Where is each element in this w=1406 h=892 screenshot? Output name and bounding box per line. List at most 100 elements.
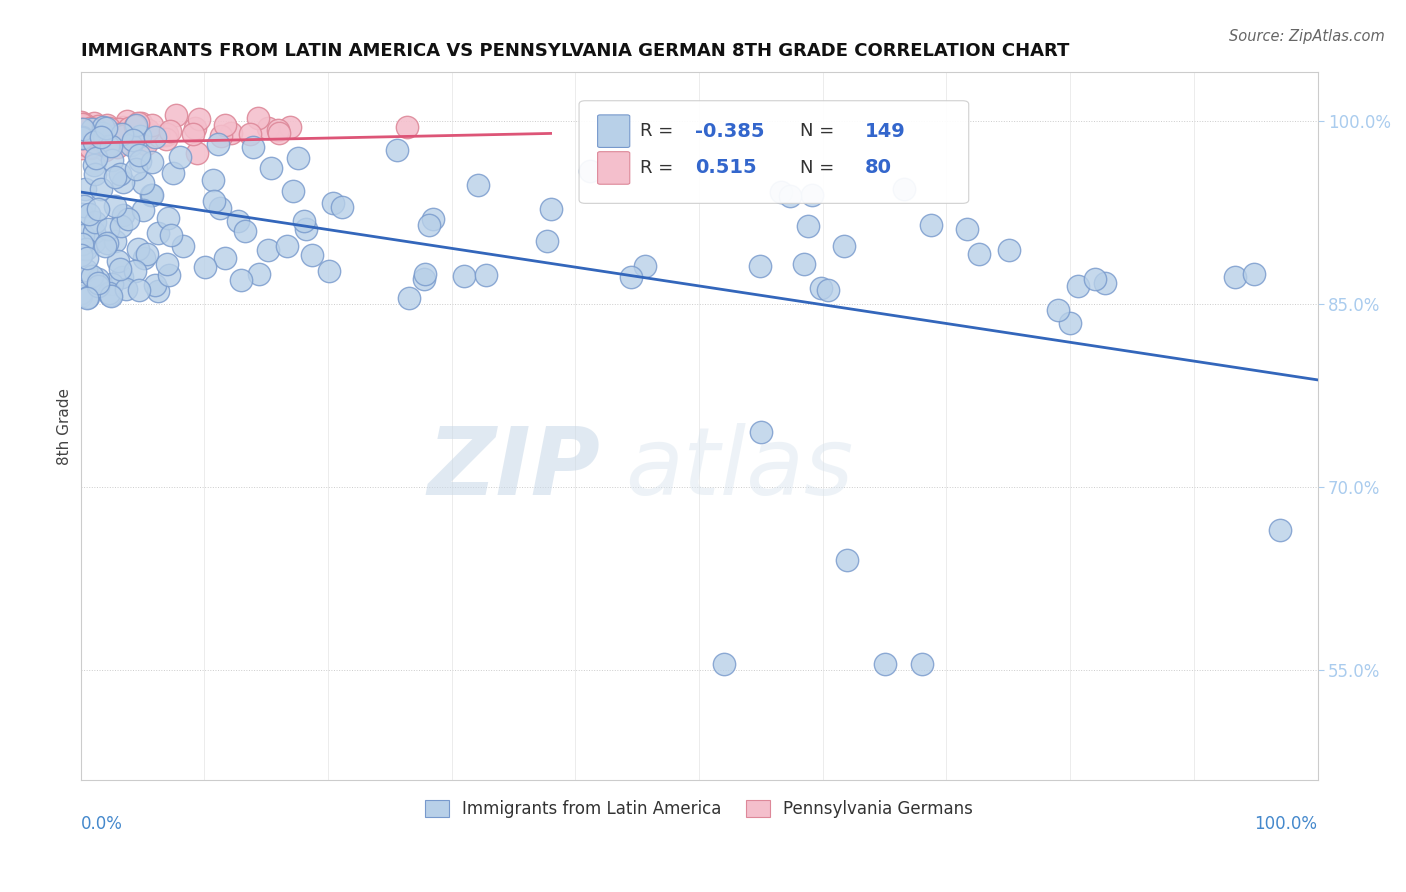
Point: [96, 119, 118, 133]
Point: [920, 218, 942, 232]
Point: [90, 128, 112, 142]
Point: [1083, 272, 1105, 286]
Point: [172, 239, 194, 253]
Point: [129, 116, 152, 130]
Point: [165, 108, 187, 122]
Point: [184, 120, 207, 135]
Point: [713, 657, 735, 672]
Point: [77, 207, 100, 221]
Point: [75, 262, 97, 277]
Point: [111, 120, 134, 135]
Point: [87, 271, 110, 285]
Point: [80, 141, 103, 155]
Point: [77, 129, 100, 144]
Point: [79, 120, 101, 135]
Text: -0.385: -0.385: [696, 121, 765, 141]
Point: [579, 164, 602, 178]
Point: [231, 273, 253, 287]
Point: [75, 132, 97, 146]
Point: [141, 188, 163, 202]
Point: [101, 153, 124, 167]
Point: [112, 209, 135, 223]
Point: [295, 222, 318, 236]
Point: [415, 267, 437, 281]
Point: [82, 269, 104, 284]
Point: [97, 286, 120, 301]
Text: 149: 149: [865, 121, 905, 141]
Point: [96, 126, 118, 140]
Point: [69, 285, 91, 300]
Point: [810, 281, 832, 295]
Point: [181, 128, 204, 142]
Point: [793, 257, 815, 271]
Point: [93, 128, 115, 143]
Point: [146, 284, 169, 298]
Point: [120, 138, 142, 153]
Point: [385, 143, 408, 157]
Point: [69, 289, 91, 303]
FancyBboxPatch shape: [598, 152, 630, 185]
Point: [141, 130, 163, 145]
Point: [84, 121, 107, 136]
Point: [540, 202, 562, 216]
Point: [202, 194, 225, 209]
Point: [122, 128, 145, 143]
Legend: Immigrants from Latin America, Pennsylvania Germans: Immigrants from Latin America, Pennsylva…: [419, 793, 980, 825]
Point: [83, 235, 105, 249]
Point: [156, 127, 179, 141]
Point: [70, 115, 93, 129]
Point: [111, 270, 134, 285]
Point: [111, 127, 134, 141]
Point: [276, 239, 298, 253]
Point: [108, 122, 131, 136]
Point: [207, 136, 229, 151]
Point: [620, 270, 643, 285]
Point: [155, 132, 177, 146]
Point: [128, 148, 150, 162]
Point: [90, 181, 112, 195]
Point: [967, 247, 990, 261]
Point: [108, 262, 131, 277]
Point: [135, 247, 157, 261]
Point: [125, 162, 148, 177]
Point: [127, 116, 149, 130]
Point: [129, 154, 152, 169]
Point: [160, 228, 183, 243]
Point: [318, 264, 340, 278]
Point: [127, 242, 149, 256]
Point: [107, 254, 129, 268]
Point: [115, 127, 138, 141]
Point: [97, 138, 120, 153]
Text: IMMIGRANTS FROM LATIN AMERICA VS PENNSYLVANIA GERMAN 8TH GRADE CORRELATION CHART: IMMIGRANTS FROM LATIN AMERICA VS PENNSYL…: [80, 42, 1069, 60]
Point: [143, 278, 166, 293]
Point: [278, 120, 301, 135]
Point: [536, 234, 558, 248]
Point: [69, 118, 91, 132]
Point: [202, 173, 225, 187]
Point: [90, 130, 112, 145]
Point: [817, 283, 839, 297]
Point: [72, 136, 94, 151]
Point: [141, 154, 163, 169]
Point: [226, 214, 249, 228]
Point: [1067, 279, 1090, 293]
Point: [103, 234, 125, 248]
Point: [157, 268, 180, 282]
Point: [301, 248, 323, 262]
Point: [114, 282, 136, 296]
Text: R =: R =: [640, 159, 679, 177]
Point: [97, 121, 120, 136]
Point: [143, 130, 166, 145]
Point: [422, 211, 444, 226]
Point: [837, 553, 859, 567]
Point: [89, 133, 111, 147]
Point: [90, 126, 112, 140]
Point: [100, 139, 122, 153]
Point: [87, 279, 110, 293]
Point: [75, 242, 97, 256]
Point: [148, 226, 170, 240]
Point: [105, 140, 128, 154]
Point: [75, 128, 97, 142]
Point: [97, 221, 120, 235]
Point: [169, 150, 191, 164]
